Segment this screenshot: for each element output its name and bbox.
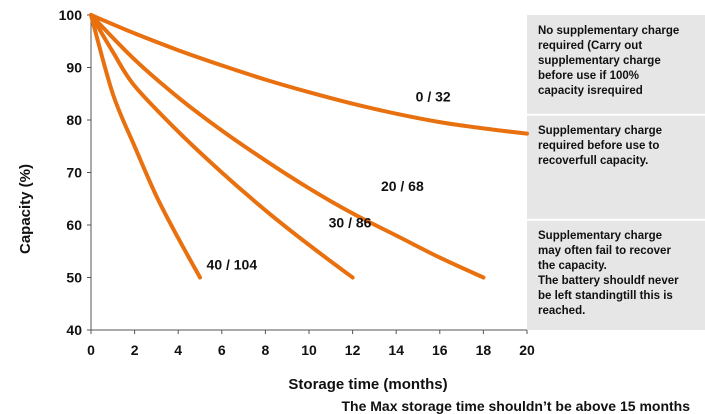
storage-note: The Max storage time shouldn’t be above … bbox=[341, 398, 690, 414]
series-line-2 bbox=[89, 13, 355, 280]
x-tick-label: 16 bbox=[432, 342, 448, 358]
y-tick-label: 80 bbox=[66, 112, 82, 128]
axes bbox=[87, 14, 528, 334]
region-text-2: Supplementary charge may often fail to r… bbox=[538, 229, 679, 317]
region-band-2 bbox=[527, 219, 705, 330]
x-tick-label: 6 bbox=[218, 342, 226, 358]
x-tick-label: 18 bbox=[476, 342, 492, 358]
y-tick-label: 100 bbox=[59, 7, 83, 23]
series-line-3 bbox=[89, 13, 202, 280]
region-band-1 bbox=[527, 114, 705, 220]
x-tick-label: 0 bbox=[87, 342, 95, 358]
x-tick-label: 8 bbox=[262, 342, 270, 358]
x-tick-label: 10 bbox=[301, 342, 317, 358]
series-labels: 0 / 32 20 / 68 30 / 86 40 / 104 bbox=[207, 89, 451, 273]
series-label-0: 0 / 32 bbox=[416, 89, 451, 105]
x-tick-label: 4 bbox=[174, 342, 182, 358]
x-tick-label: 20 bbox=[519, 342, 535, 358]
series-label-2: 30 / 86 bbox=[329, 215, 372, 231]
region-text-0: No supplementary charge required (Carry … bbox=[538, 25, 680, 97]
y-tick-label: 40 bbox=[66, 322, 82, 338]
tick-labels: 40 50 60 70 80 90 100 0 2 4 6 8 10 12 14 16 18 20 bbox=[59, 7, 535, 358]
y-tick-label: 50 bbox=[66, 270, 82, 286]
y-axis-title: Capacity (%) bbox=[17, 164, 34, 254]
x-axis-title: Storage time (months) bbox=[288, 376, 447, 393]
x-tick-label: 2 bbox=[131, 342, 139, 358]
y-tick-label: 60 bbox=[66, 217, 82, 233]
y-tick-label: 70 bbox=[66, 165, 82, 181]
x-tick-label: 12 bbox=[345, 342, 361, 358]
region-text-1: Supplementary charge required before use… bbox=[538, 124, 662, 167]
series-line-1 bbox=[89, 13, 486, 280]
y-tick-label: 90 bbox=[66, 60, 82, 76]
x-tick-label: 14 bbox=[388, 342, 404, 358]
series-label-1: 20 / 68 bbox=[381, 178, 424, 194]
series-lines bbox=[89, 13, 529, 280]
region-backgrounds bbox=[527, 15, 705, 330]
series-label-3: 40 / 104 bbox=[207, 257, 258, 273]
series-line-0 bbox=[89, 13, 529, 136]
region-band-0 bbox=[527, 15, 705, 115]
